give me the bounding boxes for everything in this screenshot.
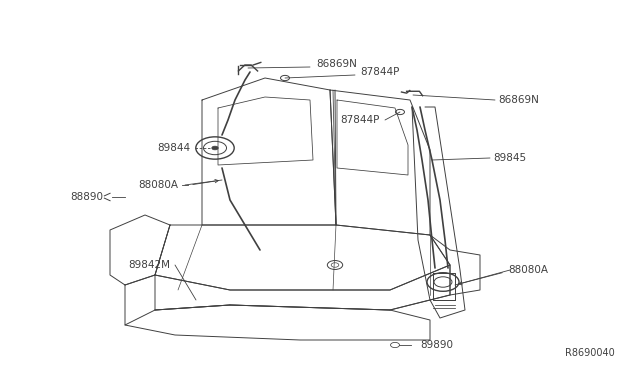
Text: 87844P: 87844P xyxy=(340,115,380,125)
Text: 89845: 89845 xyxy=(493,153,526,163)
Text: 88080A: 88080A xyxy=(138,180,178,190)
Circle shape xyxy=(212,146,218,150)
Text: 88080A: 88080A xyxy=(508,265,548,275)
Text: R8690040: R8690040 xyxy=(564,348,614,358)
Text: 89890: 89890 xyxy=(420,340,453,350)
Text: 89844: 89844 xyxy=(157,143,190,153)
Text: 86869N: 86869N xyxy=(498,95,539,105)
Text: 88890: 88890 xyxy=(70,192,103,202)
Text: 87844P: 87844P xyxy=(360,67,399,77)
Text: 89842M: 89842M xyxy=(128,260,170,270)
Text: 86869N: 86869N xyxy=(316,59,357,69)
